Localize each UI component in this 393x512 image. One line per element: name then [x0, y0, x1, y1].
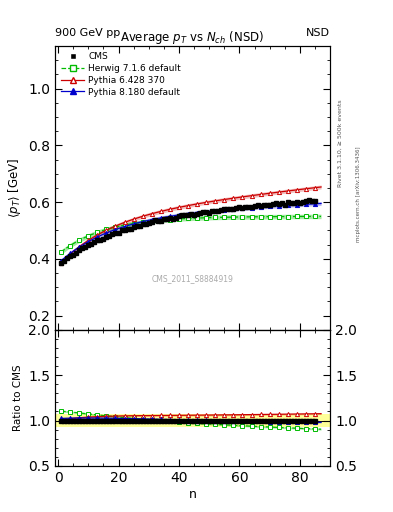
Text: Rivet 3.1.10, ≥ 500k events: Rivet 3.1.10, ≥ 500k events	[338, 99, 343, 187]
Y-axis label: Ratio to CMS: Ratio to CMS	[13, 365, 23, 431]
Text: 900 GeV pp: 900 GeV pp	[55, 28, 120, 38]
Title: Average $p_T$ vs $N_{ch}$ (NSD): Average $p_T$ vs $N_{ch}$ (NSD)	[121, 29, 264, 46]
Text: mcplots.cern.ch [arXiv:1306.3436]: mcplots.cern.ch [arXiv:1306.3436]	[356, 147, 361, 242]
Legend: CMS, Herwig 7.1.6 default, Pythia 6.428 370, Pythia 8.180 default: CMS, Herwig 7.1.6 default, Pythia 6.428 …	[59, 51, 183, 98]
X-axis label: n: n	[189, 487, 196, 501]
Y-axis label: $\langle p_T \rangle$ [GeV]: $\langle p_T \rangle$ [GeV]	[6, 158, 23, 218]
Text: NSD: NSD	[306, 28, 330, 38]
Text: CMS_2011_S8884919: CMS_2011_S8884919	[152, 274, 233, 283]
